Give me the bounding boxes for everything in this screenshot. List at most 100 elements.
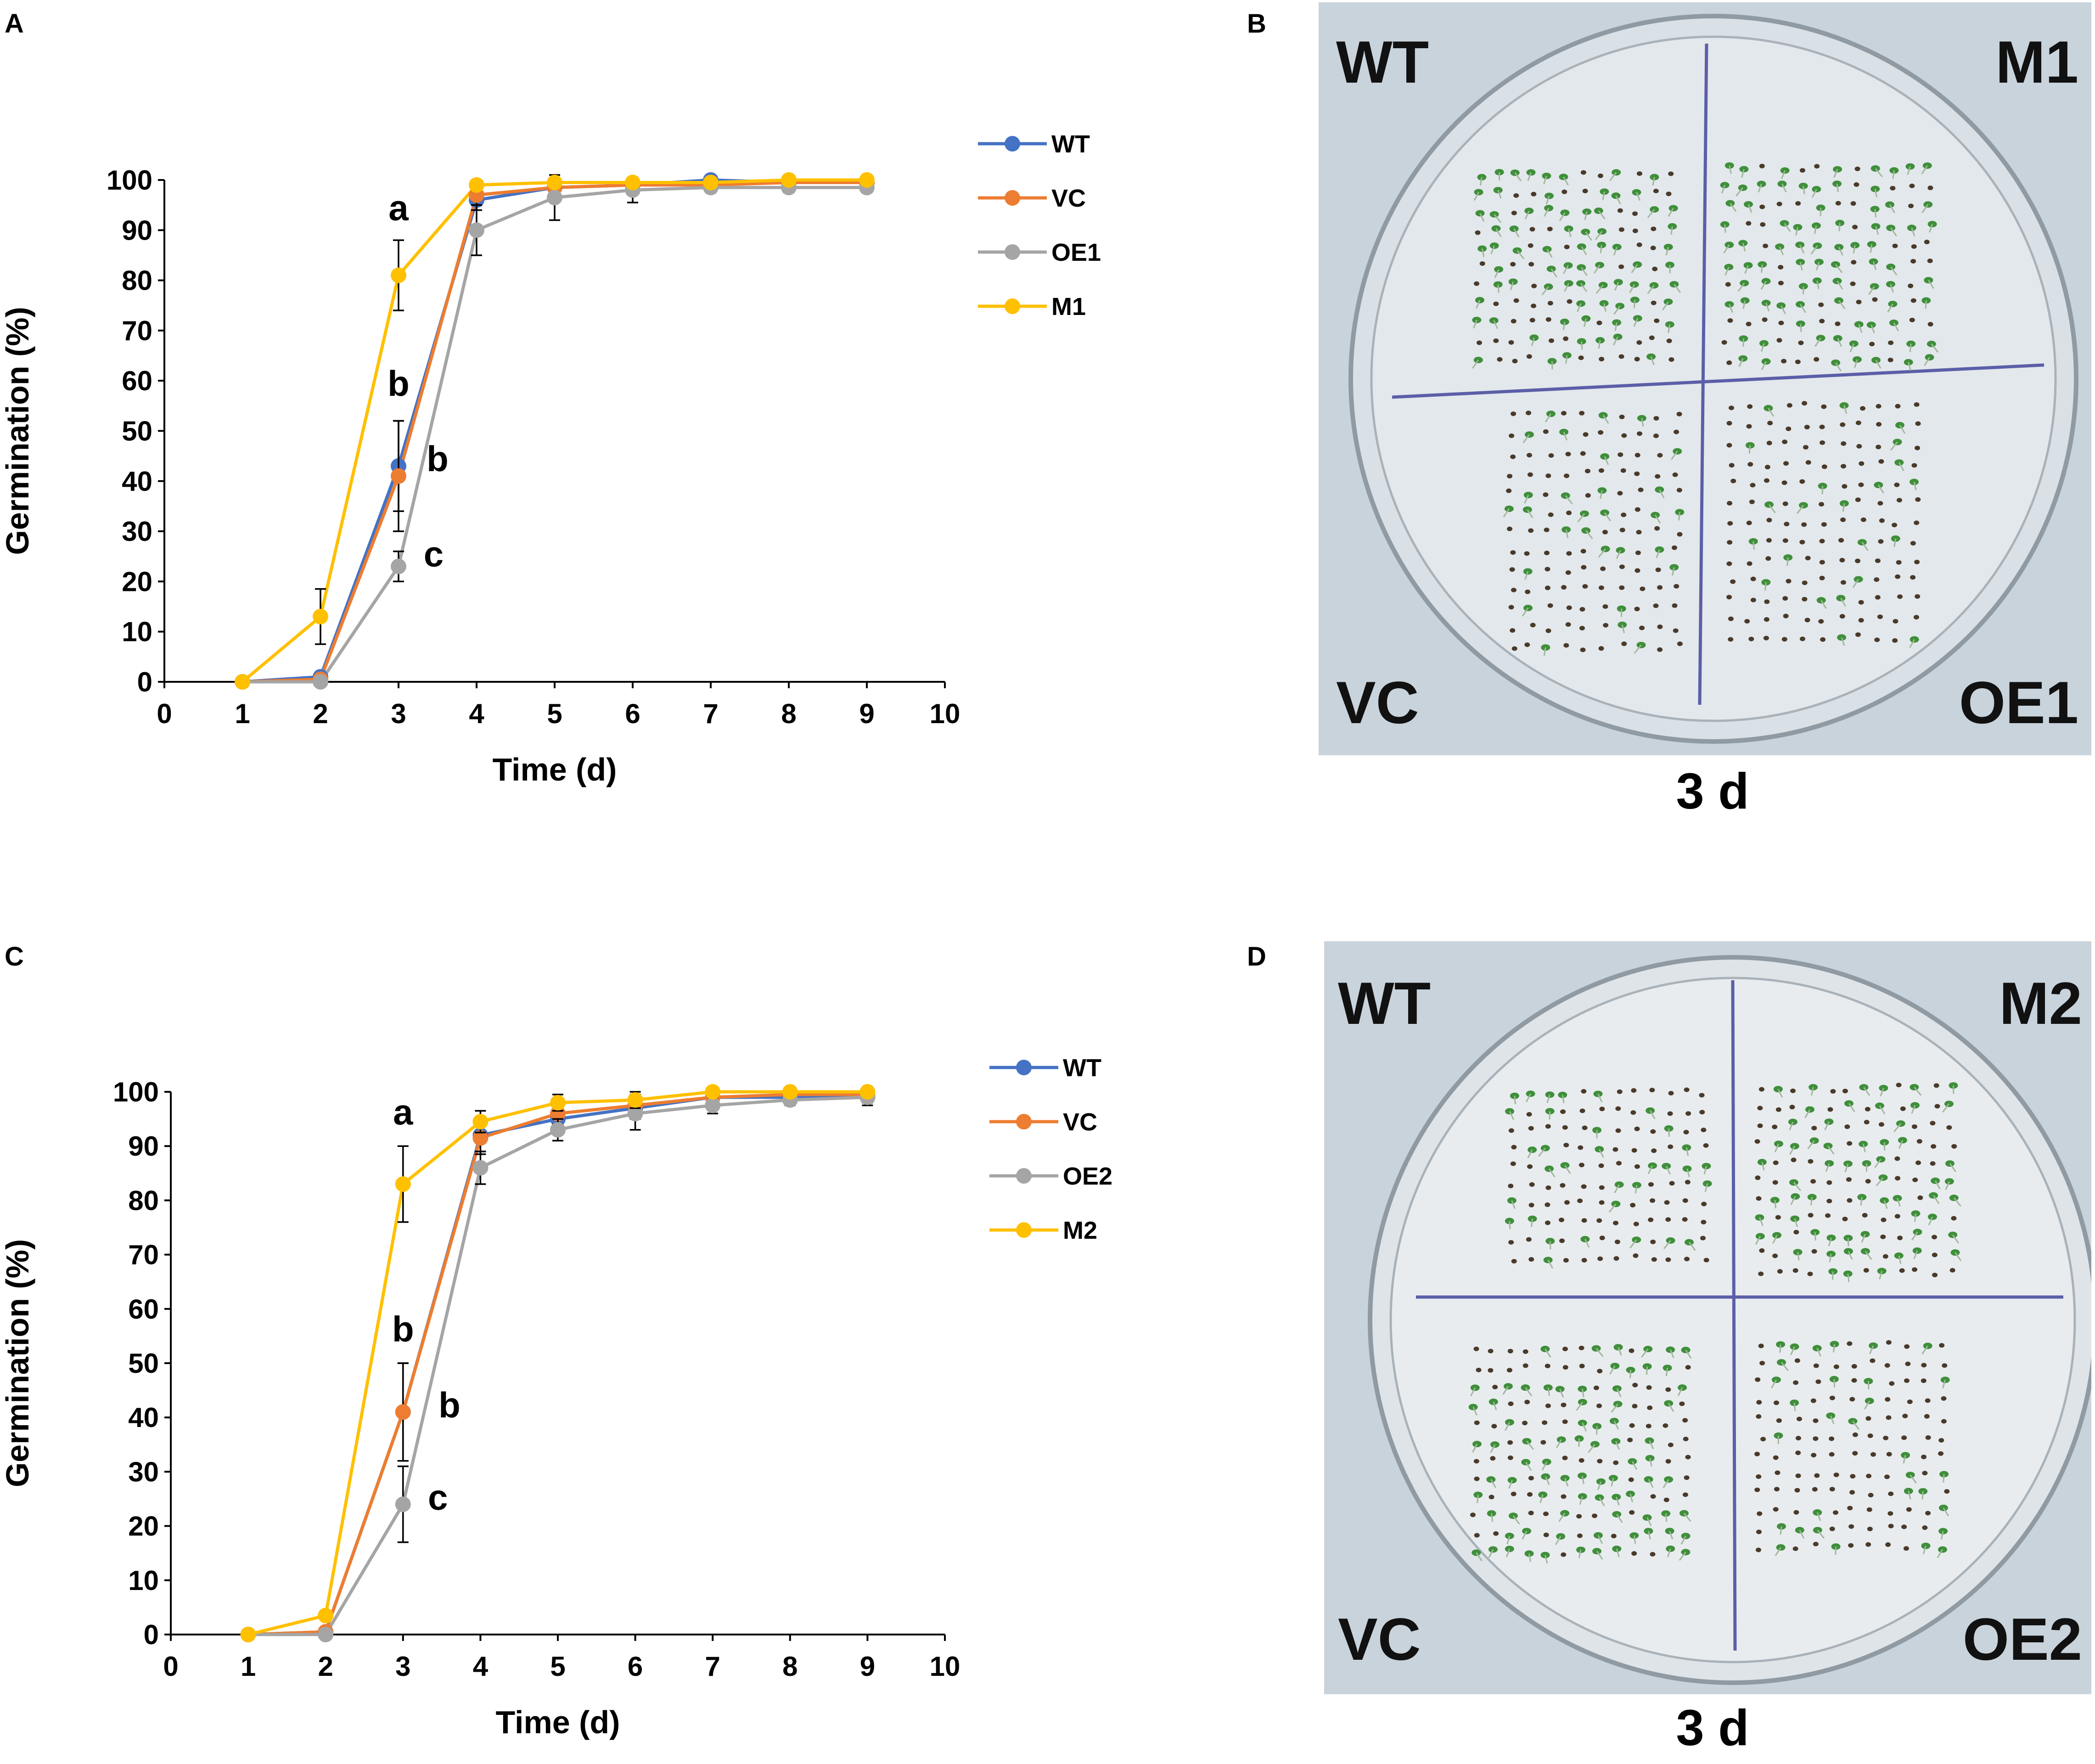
seedling-root <box>1528 1553 1532 1562</box>
data-point-m1 <box>703 174 719 191</box>
seedling <box>1949 1268 1955 1273</box>
seedling-root <box>1559 1388 1564 1398</box>
data-point-oe1 <box>391 558 406 574</box>
seedling <box>1746 321 1752 326</box>
seedling-root <box>1604 512 1611 522</box>
seedling <box>1849 340 1859 347</box>
seedling <box>1527 1164 1533 1169</box>
seedling-root <box>1831 1271 1834 1280</box>
seedling <box>1578 1458 1584 1463</box>
seedling <box>1760 222 1766 227</box>
seedling-root <box>1616 1388 1622 1397</box>
seedling <box>1563 1142 1569 1147</box>
seedling <box>1509 225 1519 232</box>
seedling <box>1855 558 1861 563</box>
significance-letter: b <box>392 1309 414 1349</box>
seedling <box>1738 184 1747 191</box>
seedling <box>1650 1239 1656 1244</box>
seedling-root <box>1558 1512 1566 1522</box>
seedling <box>1545 1403 1551 1408</box>
photo-caption-b: 3 d <box>1676 763 1749 820</box>
seedling <box>1804 618 1810 623</box>
seedling <box>1904 1378 1910 1383</box>
seedling <box>1721 340 1727 345</box>
legend-label: WT <box>1063 1054 1101 1082</box>
seedling-root <box>1861 1234 1866 1243</box>
seedling <box>1667 1111 1673 1116</box>
seedling <box>1583 432 1589 437</box>
data-point-m2 <box>627 1092 643 1108</box>
seedling <box>1648 1217 1654 1222</box>
seedling <box>1618 354 1624 359</box>
seedling <box>1598 1163 1604 1168</box>
seedling <box>1489 211 1499 218</box>
series-vc <box>242 180 867 684</box>
seedling <box>1925 1398 1931 1403</box>
seedling <box>1832 277 1842 284</box>
seedling <box>1506 1368 1512 1373</box>
seedling-root <box>1768 504 1776 513</box>
seedling <box>1619 585 1625 590</box>
seedling <box>1829 1395 1835 1400</box>
seedling-root <box>1723 244 1730 254</box>
seedling <box>1951 1144 1957 1149</box>
seedling <box>1802 401 1808 406</box>
y-tick-label: 40 <box>128 1402 159 1433</box>
seedling-root <box>1505 1422 1511 1431</box>
seedling <box>1941 1419 1947 1424</box>
seedling <box>1685 1455 1691 1460</box>
seedling-root <box>1843 405 1848 414</box>
seedling <box>1896 1083 1902 1088</box>
seedling <box>1848 1524 1854 1529</box>
seedling-root <box>1928 224 1933 233</box>
seedling <box>1876 444 1882 449</box>
seedling <box>1703 1258 1709 1263</box>
x-tick-label: 0 <box>157 698 172 729</box>
seedling-root <box>1600 490 1603 499</box>
seedling <box>1562 1419 1568 1424</box>
seedling <box>1634 471 1640 476</box>
seedling <box>1778 281 1784 286</box>
seedling <box>1869 1342 1878 1349</box>
seedling <box>1560 1183 1566 1188</box>
seedling <box>1666 338 1672 343</box>
seedling <box>1792 1546 1798 1551</box>
seedling <box>1650 1552 1656 1557</box>
seedling <box>1746 221 1752 226</box>
seedling <box>1882 1254 1888 1259</box>
seedling-root <box>1899 425 1906 434</box>
seedling <box>1911 244 1917 249</box>
seedling <box>1544 283 1553 290</box>
seedling-root <box>1497 190 1502 199</box>
seedling-root <box>1928 280 1934 289</box>
seedling <box>1528 528 1534 533</box>
seedling-root <box>1602 415 1609 424</box>
seedling <box>1874 577 1880 582</box>
seedling <box>1874 637 1880 642</box>
y-tick-label: 30 <box>128 1456 159 1487</box>
seedling-root <box>1914 1086 1922 1096</box>
seedling-root <box>1887 303 1893 313</box>
significance-letter: c <box>428 1477 448 1517</box>
seedling <box>1629 1510 1635 1515</box>
seedling <box>1809 1137 1819 1144</box>
seedling <box>1666 191 1672 197</box>
seedling <box>1886 1415 1892 1420</box>
seedling <box>1816 335 1825 342</box>
data-point-oe2 <box>550 1122 566 1138</box>
seedling <box>1930 1161 1936 1166</box>
seedling <box>1523 492 1533 499</box>
x-tick-label: 7 <box>705 1651 720 1682</box>
seedling <box>1858 482 1864 487</box>
seedling-root <box>1771 1379 1777 1388</box>
seedling-root <box>1779 246 1784 255</box>
seedling <box>1890 185 1896 191</box>
seedling <box>1821 464 1827 469</box>
seedling-root <box>1932 1195 1940 1204</box>
seedling <box>1540 1440 1546 1445</box>
seedling-root <box>1780 1362 1789 1371</box>
seedling <box>1795 1450 1801 1455</box>
seedling <box>1886 264 1896 270</box>
series-line-m2 <box>247 1090 868 1636</box>
x-tick-label: 9 <box>860 1651 875 1682</box>
